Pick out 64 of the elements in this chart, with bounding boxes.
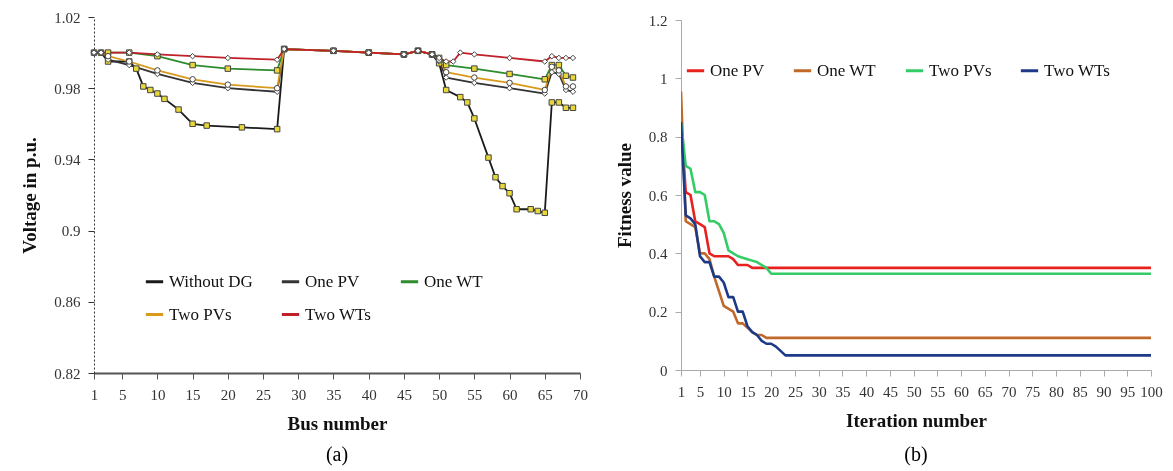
x-tick-label: 40 [361, 386, 377, 403]
legend-label: One WT [817, 60, 877, 80]
y-tick-label: 1 [660, 70, 668, 87]
y-tick-label: 0.2 [648, 304, 668, 321]
legend-label: One WT [424, 271, 484, 291]
x-tick-label: 60 [954, 383, 970, 400]
x-tick-label: 15 [740, 383, 756, 400]
y-tick-label: 0.82 [54, 365, 81, 382]
x-tick-label: 40 [859, 383, 875, 400]
legend-label: Two PVs [929, 60, 992, 80]
x-tick-label: 95 [1120, 383, 1136, 400]
x-tick-label: 35 [835, 383, 851, 400]
x-tick-label: 45 [882, 383, 898, 400]
x-tick-label: 10 [150, 386, 166, 403]
y-tick-label: 0.6 [648, 187, 668, 204]
x-tick-label: 45 [396, 386, 412, 403]
legend-label: One PV [710, 60, 766, 80]
x-tick-label: 60 [502, 386, 518, 403]
text: (a) [325, 443, 349, 466]
x-axis-title: Bus number [287, 412, 388, 434]
x-tick-label: 15 [185, 386, 201, 403]
legend-label: Two WTs [1044, 60, 1110, 80]
x-tick-label: 30 [811, 383, 827, 400]
x-tick-label: 90 [1096, 383, 1112, 400]
x-tick-label: 10 [716, 383, 732, 400]
y-tick-label: 0.86 [54, 294, 81, 311]
x-tick-label: 1 [677, 383, 686, 400]
x-tick-label: 70 [573, 386, 588, 403]
x-tick-label: 20 [764, 383, 780, 400]
y-axis-title: Voltage in p.u. [19, 137, 41, 254]
x-tick-label: 5 [696, 383, 705, 400]
legend-label: Two WTs [305, 304, 371, 324]
x-tick-label: 20 [220, 386, 236, 403]
legend-label: Without DG [169, 271, 253, 291]
x-tick-label: 70 [1001, 383, 1017, 400]
y-tick-label: 0.98 [54, 80, 81, 97]
x-tick-label: 50 [432, 386, 448, 403]
x-tick-label: 80 [1049, 383, 1065, 400]
x-tick-label: 65 [977, 383, 993, 400]
legend-label: One PV [305, 271, 361, 291]
y-tick-label: 0.4 [648, 245, 668, 262]
x-tick-label: 25 [787, 383, 803, 400]
legend-label: Two PVs [169, 304, 232, 324]
y-tick-label: 0.94 [54, 151, 81, 168]
x-tick-label: 85 [1072, 383, 1088, 400]
x-tick-label: 100 [1140, 383, 1163, 400]
y-axis-title: Fitness value [613, 142, 635, 249]
x-tick-label: 30 [291, 386, 307, 403]
x-tick-label: 35 [326, 386, 342, 403]
text: (b) [904, 443, 928, 466]
y-tick-label: 0.8 [648, 129, 668, 146]
y-tick-label: 1.02 [54, 9, 81, 26]
x-tick-label: 1 [90, 386, 99, 403]
y-tick-label: 0 [660, 362, 668, 379]
x-tick-label: 50 [906, 383, 922, 400]
x-tick-label: 55 [930, 383, 946, 400]
x-tick-label: 65 [537, 386, 553, 403]
y-tick-label: 0.9 [61, 223, 81, 240]
x-tick-label: 55 [467, 386, 483, 403]
y-tick-label: 1.2 [648, 12, 668, 29]
x-tick-label: 25 [256, 386, 272, 403]
x-tick-label: 75 [1025, 383, 1041, 400]
x-axis-title: Iteration number [846, 409, 988, 431]
x-tick-label: 5 [118, 386, 127, 403]
